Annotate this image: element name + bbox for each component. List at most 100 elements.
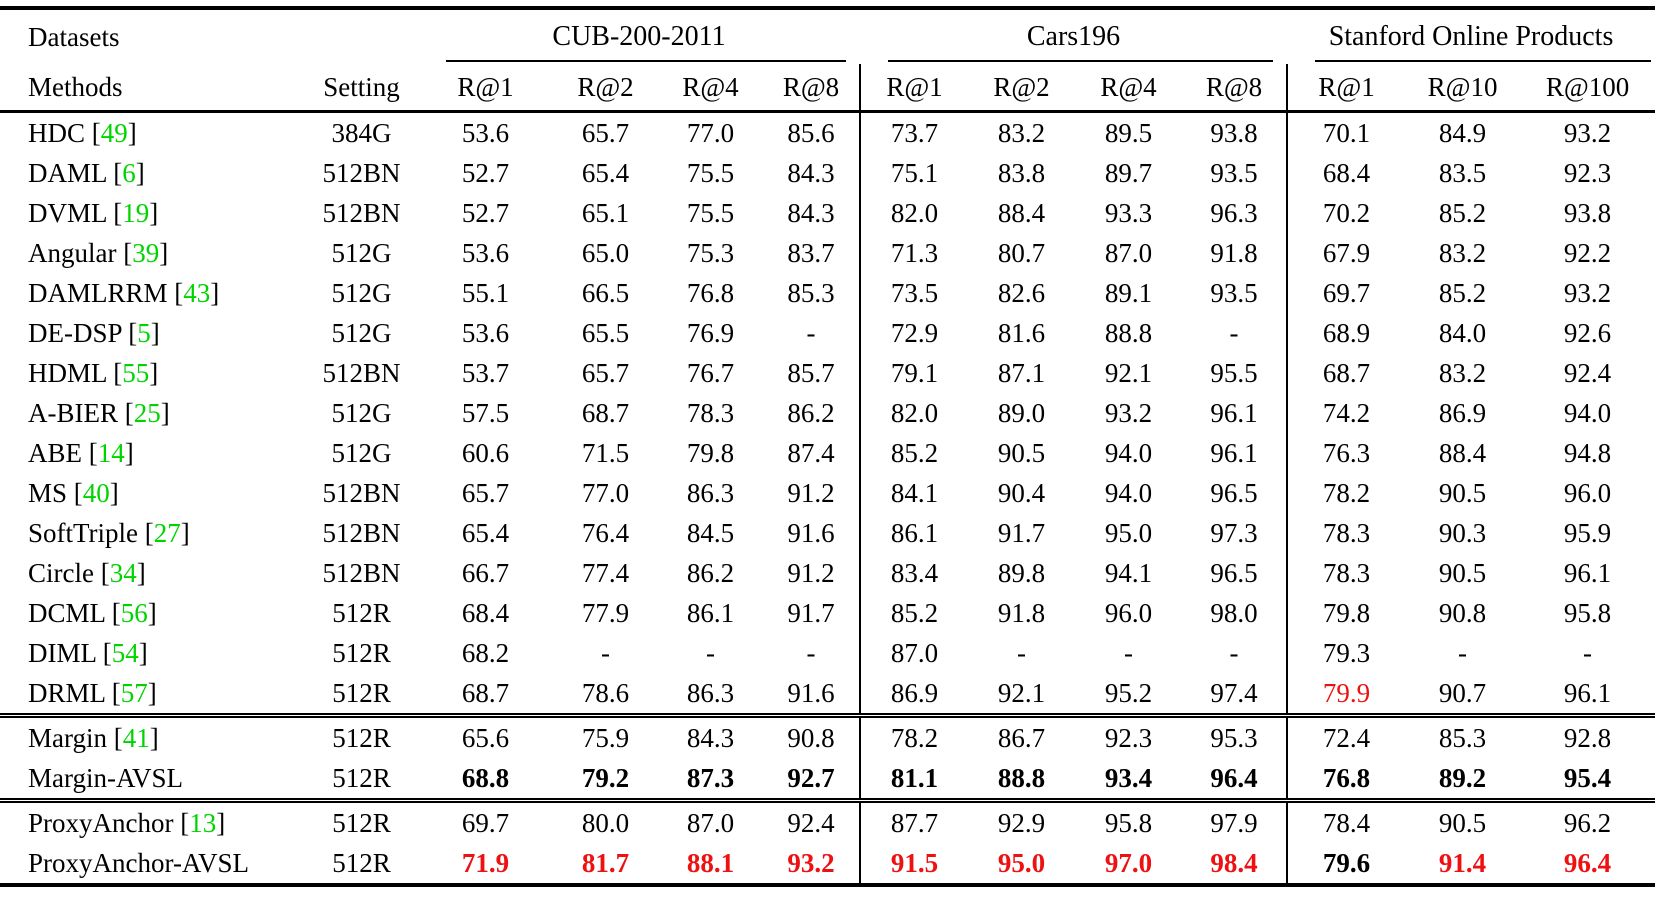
setting-cell: 512R <box>305 713 418 758</box>
citation-number: 41 <box>122 722 150 753</box>
metric-cell: 96.1 <box>1563 677 1612 708</box>
setting-cell: 512G <box>331 277 392 308</box>
metric-cell: 95.2 <box>1104 677 1153 708</box>
setting-cell: 512BN <box>322 157 401 188</box>
group-underline <box>1315 60 1652 62</box>
metric-cell: 85.2 <box>1438 197 1487 228</box>
metric-cell: 78.2 <box>859 713 968 758</box>
citation-number: 56 <box>120 597 148 628</box>
metric-cell: 83.5 <box>1438 157 1487 188</box>
metric-cell: 90.8 <box>1438 597 1487 628</box>
method-cell: MS [40] <box>28 477 119 508</box>
group-label-cars: Cars196 <box>1026 21 1121 52</box>
metric-cell: 86.2 <box>686 557 735 588</box>
metric-cell: 86.2 <box>787 397 835 428</box>
method-cell: HDC [49] <box>28 117 137 148</box>
method-cell: DIML [54] <box>28 637 148 668</box>
table-row: Margin-AVSL 512R 68.8 79.2 87.3 92.7 81.1 88.8 9… <box>0 758 1655 801</box>
metric-cell: 80.7 <box>997 237 1046 268</box>
metric-cell: 73.7 <box>859 111 968 153</box>
metric-cell: 67.9 <box>1286 233 1406 273</box>
metric-cell: 92.8 <box>1520 713 1655 758</box>
metric-cell: 86.9 <box>1438 397 1487 428</box>
setting-cell: 512G <box>331 237 392 268</box>
table-row: DRML [57] 512R 68.7 78.6 86.3 91.6 86.9 92.1 95.… <box>0 673 1655 716</box>
setting-cell: 512G <box>331 437 392 468</box>
metric-cell: 79.3 <box>1286 633 1406 673</box>
metric-cell: 95.8 <box>1075 798 1182 843</box>
metric-cell: 60.6 <box>461 437 510 468</box>
metric-cell: 79.8 <box>1286 593 1406 633</box>
group-header-sop: Stanford Online Products <box>1287 8 1655 64</box>
metric-cell: 81.7 <box>581 847 630 878</box>
metric-cell: 93.2 <box>1104 397 1153 428</box>
metric-cell: 76.8 <box>686 277 735 308</box>
metric-cell: 87.1 <box>997 357 1046 388</box>
metric-cell: 94.0 <box>1563 397 1612 428</box>
metric-cell: 82.6 <box>997 277 1046 308</box>
metric-cell: 91.2 <box>787 477 835 508</box>
metric-cell: 72.4 <box>1286 713 1406 758</box>
metric-cell: 92.3 <box>1563 157 1612 188</box>
methods-label: Methods <box>0 64 305 113</box>
metric-cell: 83.4 <box>859 553 968 593</box>
table-row: DE-DSP [5] 512G 53.6 65.5 76.9 - 72.9 81.6 88.8 -… <box>0 313 1655 353</box>
col-header-cars-r2: R@2 <box>968 64 1075 113</box>
table-row: DVML [19] 512BN 52.7 65.1 75.5 84.3 82.0 88.4 93… <box>0 193 1655 233</box>
metric-cell: 86.3 <box>686 677 735 708</box>
metric-cell: 65.1 <box>581 197 630 228</box>
citation-number: 40 <box>82 477 110 508</box>
metric-cell: 75.5 <box>686 197 735 228</box>
method-cell: A-BIER [25] <box>28 397 170 428</box>
metric-cell: 90.5 <box>1438 557 1487 588</box>
group-header-cars: Cars196 <box>860 8 1287 64</box>
metric-cell: 81.1 <box>859 758 968 801</box>
metric-cell: 78.3 <box>1286 513 1406 553</box>
metric-cell: 92.3 <box>1075 713 1182 758</box>
metric-cell: 52.7 <box>461 197 510 228</box>
metric-cell: 95.8 <box>1563 597 1612 628</box>
metric-cell: - <box>601 637 610 668</box>
header-row-metrics: Methods Setting R@1 R@2 R@4 R@8 R@1 R@2 … <box>0 64 1655 113</box>
metric-cell: 92.9 <box>968 798 1075 843</box>
method-cell: ProxyAnchor [13] <box>0 798 305 843</box>
metric-cell: 78.4 <box>1286 798 1406 843</box>
method-name: Margin-AVSL <box>28 762 184 793</box>
setting-cell: 512R <box>332 847 391 878</box>
method-name: DAMLRRM <box>28 277 168 308</box>
metric-cell: 72.9 <box>859 313 968 353</box>
setting-label: Setting <box>305 64 418 113</box>
metric-cell: 93.8 <box>1210 117 1258 148</box>
metric-cell: 82.0 <box>859 393 968 433</box>
method-name: Angular <box>28 237 117 268</box>
metric-cell: 68.9 <box>1286 313 1406 353</box>
metric-cell: 98.0 <box>1210 597 1258 628</box>
metric-cell: 75.9 <box>553 713 658 758</box>
table-row: DAMLRRM [43] 512G 55.1 66.5 76.8 85.3 73.5 82.6… <box>0 273 1655 313</box>
col-header-sop-r10: R@10 <box>1405 64 1521 113</box>
method-name: SoftTriple <box>28 517 139 548</box>
metric-cell: 68.2 <box>461 637 510 668</box>
metric-cell: 77.4 <box>581 557 630 588</box>
metric-cell: 95.0 <box>1104 517 1153 548</box>
col-header-cars-r4: R@4 <box>1075 64 1182 113</box>
metric-cell: 91.8 <box>1210 237 1258 268</box>
metric-cell: 95.0 <box>997 847 1046 878</box>
metric-cell: 91.8 <box>997 597 1046 628</box>
metric-cell: 84.3 <box>787 197 835 228</box>
setting-cell: 512BN <box>322 557 401 588</box>
metric-cell: 89.5 <box>1104 117 1153 148</box>
metric-cell: 85.7 <box>787 357 835 388</box>
table-row: DIML [54] 512R 68.2 - - - 87.0 - - - 79.3 - - <box>0 633 1655 673</box>
metric-cell: 84.1 <box>859 473 968 513</box>
method-cell: DAML [6] <box>28 157 145 188</box>
metric-cell: 96.0 <box>1104 597 1153 628</box>
metric-cell: - <box>1229 317 1239 348</box>
metric-cell: 93.2 <box>1563 277 1612 308</box>
metric-cell: 91.7 <box>997 517 1046 548</box>
citation-number: 43 <box>183 277 211 308</box>
col-header-cub-r4: R@4 <box>658 64 763 113</box>
metric-cell: 94.8 <box>1563 437 1612 468</box>
col-header-cub-r2: R@2 <box>553 64 658 113</box>
metric-cell: 89.8 <box>997 557 1046 588</box>
